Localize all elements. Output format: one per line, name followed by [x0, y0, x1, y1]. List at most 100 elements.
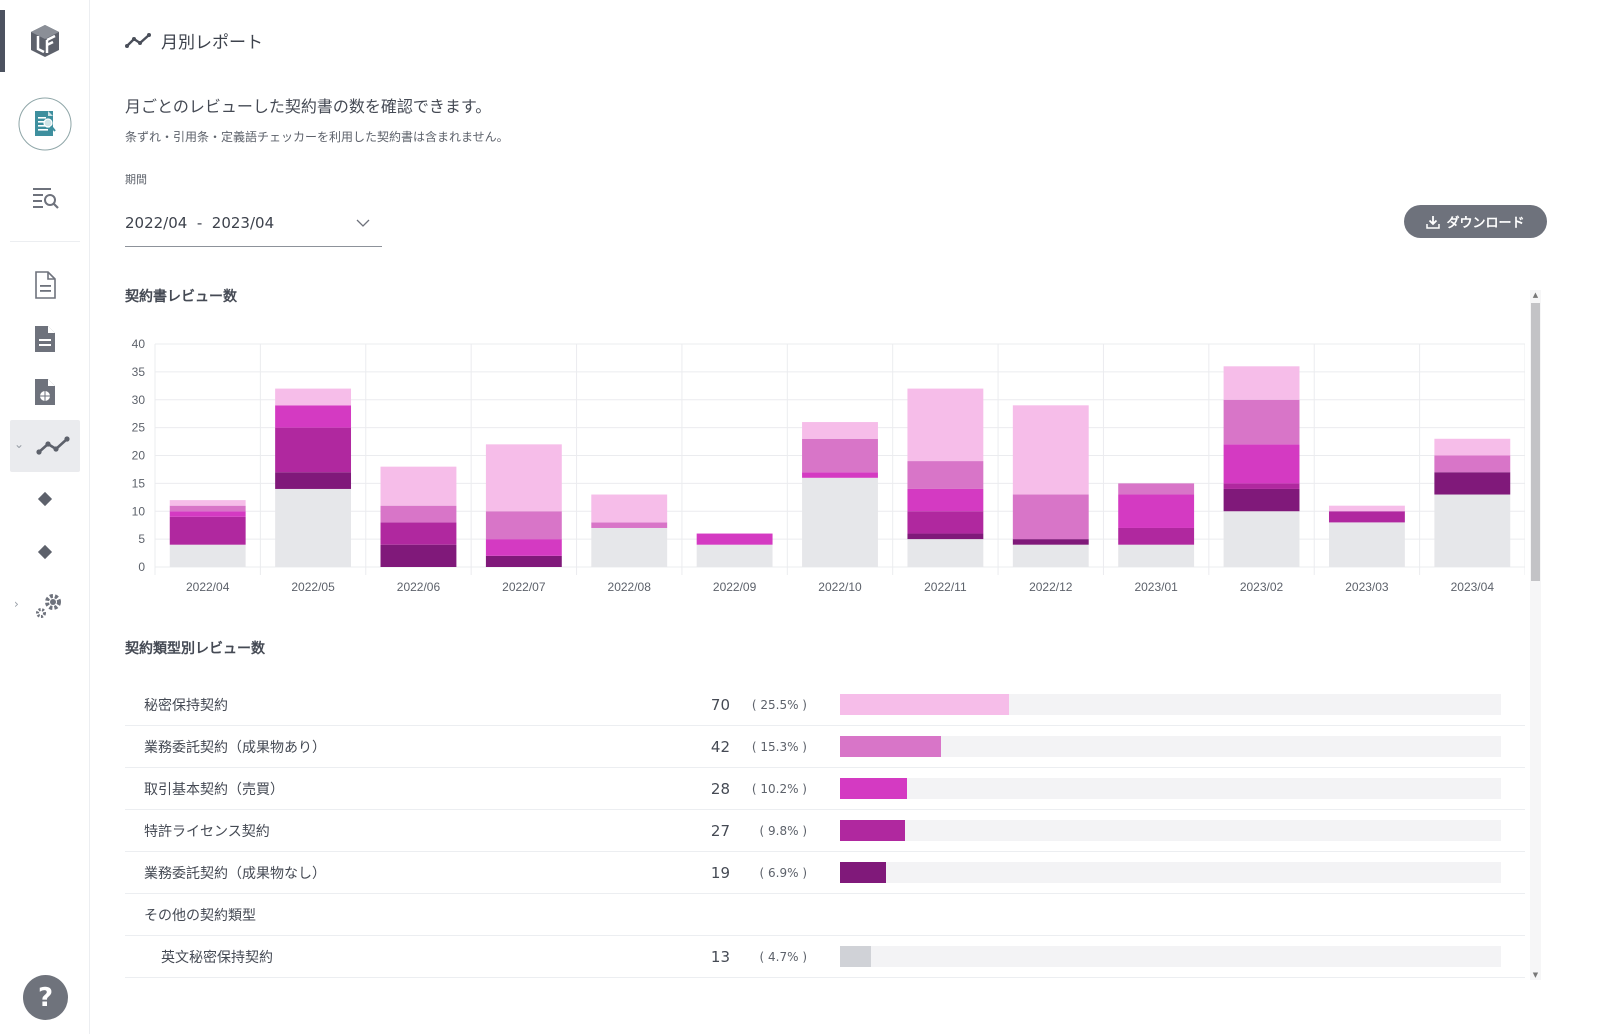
contract-review-icon[interactable] — [0, 97, 90, 151]
diamond-icon[interactable] — [0, 490, 90, 508]
type-bar-track — [840, 778, 1501, 799]
help-button[interactable]: ? — [23, 975, 68, 1020]
bar-segment — [802, 472, 878, 478]
download-button[interactable]: ダウンロード — [1404, 205, 1547, 238]
bar-segment — [1118, 483, 1195, 495]
type-section-title: 契約類型別レビュー数 — [125, 641, 265, 657]
bar-segment — [1118, 544, 1195, 567]
scroll-down-icon[interactable]: ▼ — [1532, 971, 1539, 979]
bar-segment — [1328, 505, 1405, 512]
type-name: その他の契約類型 — [144, 907, 256, 924]
bar-segment — [169, 516, 246, 545]
type-row: 秘密保持契約 70 ( 25.5% ) — [125, 684, 1525, 726]
bar-segment — [380, 522, 457, 545]
y-tick-label: 35 — [132, 365, 146, 379]
x-tick-label: 2022/05 — [291, 580, 335, 592]
bar-segment — [1328, 511, 1405, 523]
bar-segment — [696, 544, 773, 567]
x-tick-label: 2022/10 — [818, 580, 862, 592]
bar-segment — [907, 388, 984, 462]
type-count: 19 — [710, 863, 730, 882]
type-bar-track — [840, 946, 1501, 967]
period-value: 2022/04 - 2023/04 — [125, 214, 275, 232]
bar-segment — [169, 500, 246, 506]
download-label: ダウンロード — [1446, 216, 1525, 231]
bar-segment — [802, 438, 878, 473]
type-row: 業務委託契約（成果物あり） 42 ( 15.3% ) — [125, 726, 1525, 768]
y-tick-label: 20 — [132, 449, 146, 463]
bar-segment — [591, 522, 668, 528]
chevron-down-icon[interactable]: ⌄ — [14, 437, 25, 451]
bar-segment — [485, 539, 562, 556]
type-name: 特許ライセンス契約 — [144, 823, 270, 840]
report-panel: 契約書レビュー数 0 5 10 15 20 25 30 35 40 2022/04 2022/05 2… — [125, 282, 1541, 982]
y-tick-label: 10 — [132, 504, 146, 518]
active-indicator — [0, 10, 5, 72]
type-bar-fill — [840, 862, 886, 883]
x-tick-label: 2022/11 — [924, 580, 967, 592]
type-bar-track — [840, 694, 1501, 715]
bar-segment — [380, 544, 457, 567]
bar-segment — [802, 422, 878, 439]
bar-segment — [275, 427, 352, 473]
period-label: 期間 — [125, 173, 147, 186]
bar-segment — [1012, 405, 1089, 495]
document-outline-icon[interactable] — [0, 270, 90, 300]
page-description: 月ごとのレビューした契約書の数を確認できます。 — [125, 97, 492, 116]
scrollbar[interactable]: ▲ ▼ — [1530, 290, 1541, 980]
bar-segment — [485, 555, 562, 567]
document-shield-icon[interactable] — [0, 377, 90, 407]
type-bar-track — [840, 862, 1501, 883]
type-count: 70 — [710, 695, 730, 714]
type-count: 28 — [710, 779, 730, 798]
x-tick-label: 2023/02 — [1240, 580, 1284, 592]
bar-segment — [1012, 544, 1089, 567]
x-tick-label: 2022/09 — [713, 580, 757, 592]
x-tick-label: 2023/04 — [1451, 580, 1495, 592]
search-list-icon[interactable] — [0, 183, 90, 211]
y-tick-label: 30 — [132, 393, 146, 407]
type-bar-fill — [840, 778, 908, 799]
scroll-up-icon[interactable]: ▲ — [1532, 291, 1539, 299]
logo-icon[interactable] — [0, 18, 90, 64]
bar-segment — [1223, 511, 1300, 567]
chevron-down-icon — [356, 219, 370, 227]
type-percent: ( 9.8% ) — [759, 823, 807, 838]
gears-icon[interactable] — [4, 592, 94, 620]
y-tick-label: 40 — [132, 337, 146, 351]
sidebar: ⌄ › ? — [0, 0, 90, 1034]
y-tick-label: 15 — [132, 476, 146, 490]
type-group-row: その他の契約類型 — [125, 894, 1525, 936]
type-name: 英文秘密保持契約 — [161, 949, 273, 966]
x-tick-label: 2022/06 — [397, 580, 441, 592]
type-count: 13 — [710, 947, 730, 966]
bar-segment — [1328, 522, 1405, 567]
bar-segment — [1012, 494, 1089, 540]
bar-segment — [907, 511, 984, 534]
bar-segment — [380, 505, 457, 523]
period-select[interactable]: 2022/04 - 2023/04 — [125, 200, 382, 247]
bar-segment — [591, 527, 668, 567]
bar-segment — [907, 488, 984, 512]
x-tick-label: 2023/03 — [1345, 580, 1389, 592]
type-percent: ( 4.7% ) — [759, 949, 807, 964]
help-icon: ? — [37, 982, 54, 1013]
sidebar-divider — [10, 241, 80, 242]
scroll-thumb[interactable] — [1531, 303, 1540, 581]
type-row: 取引基本契約（売買） 28 ( 10.2% ) — [125, 768, 1525, 810]
x-tick-label: 2022/08 — [608, 580, 652, 592]
diamond-icon[interactable] — [0, 543, 90, 561]
bar-segment — [1223, 399, 1300, 445]
line-chart-icon[interactable] — [8, 432, 98, 460]
document-filled-icon[interactable] — [0, 324, 90, 354]
y-tick-label: 5 — [138, 532, 145, 546]
page-title: 月別レポート — [125, 28, 263, 53]
y-tick-label: 0 — [138, 560, 145, 574]
bar-segment — [1223, 366, 1300, 400]
chevron-right-icon[interactable]: › — [14, 597, 19, 611]
x-tick-label: 2022/04 — [186, 580, 230, 592]
bar-segment — [907, 461, 984, 489]
type-bar-fill — [840, 946, 872, 967]
bar-segment — [1434, 472, 1511, 495]
bar-segment — [169, 511, 246, 517]
